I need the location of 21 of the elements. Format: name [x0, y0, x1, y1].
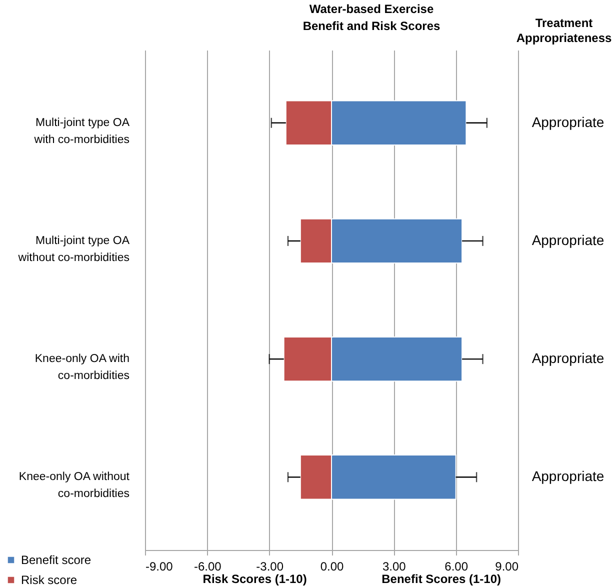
y-tick-label: Multi-joint type OA without co-morbidities — [17, 234, 130, 264]
text: Appropriate — [532, 114, 604, 130]
x-tick-label: -3.00 — [256, 560, 284, 574]
x-tick-label: 6.00 — [444, 560, 468, 574]
text: Appropriate — [532, 232, 604, 248]
x-tick-label: 0.00 — [320, 560, 344, 574]
text: Appropriate — [532, 468, 604, 484]
y-tick-label: Multi-joint type OA with co-morbidities — [33, 116, 130, 146]
y-tick-label: Knee-only OA with co-morbidities — [34, 353, 130, 382]
x-tick-label: -6.00 — [194, 560, 222, 574]
x-tick-label: 9.00 — [495, 560, 519, 574]
text: Benefit Scores (1-10) — [382, 572, 502, 586]
chart-title: Water-based Exercise Benefit and Risk Scores — [302, 2, 441, 33]
x-tick-label: 3.00 — [382, 560, 406, 574]
legend-label: Risk score — [21, 573, 78, 587]
text: Treatment Appropriateness — [516, 16, 612, 45]
x-tick-label: -9.00 — [146, 560, 174, 574]
y-tick-label: Knee-only OA without co-morbidities — [18, 471, 130, 500]
text: Appropriate — [532, 350, 604, 366]
text: Risk Scores (1-10) — [202, 572, 307, 586]
legend-label: Benefit score — [21, 553, 92, 567]
